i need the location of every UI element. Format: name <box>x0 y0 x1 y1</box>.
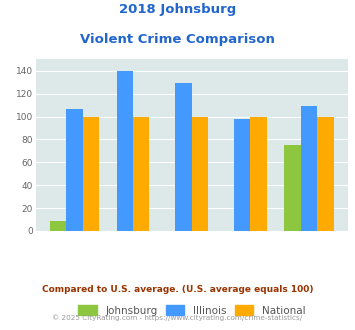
Text: Violent Crime Comparison: Violent Crime Comparison <box>80 33 275 46</box>
Bar <box>192 116 208 231</box>
Bar <box>317 116 334 231</box>
Bar <box>301 106 317 231</box>
Bar <box>234 119 250 231</box>
Bar <box>66 109 83 231</box>
Bar <box>133 116 149 231</box>
Legend: Johnsburg, Illinois, National: Johnsburg, Illinois, National <box>74 301 310 320</box>
Text: Compared to U.S. average. (U.S. average equals 100): Compared to U.S. average. (U.S. average … <box>42 285 313 294</box>
Bar <box>284 145 301 231</box>
Bar <box>83 116 99 231</box>
Bar <box>175 83 192 231</box>
Bar <box>116 71 133 231</box>
Text: 2018 Johnsburg: 2018 Johnsburg <box>119 3 236 16</box>
Text: © 2025 CityRating.com - https://www.cityrating.com/crime-statistics/: © 2025 CityRating.com - https://www.city… <box>53 314 302 321</box>
Bar <box>250 116 267 231</box>
Bar <box>50 221 66 231</box>
